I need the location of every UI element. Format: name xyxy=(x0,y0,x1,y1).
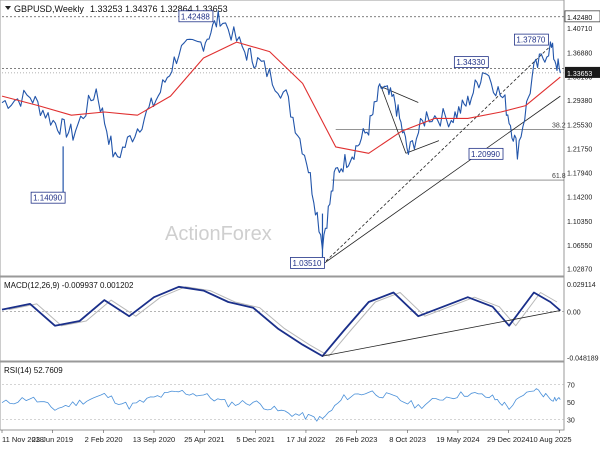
current-price-tag xyxy=(565,66,600,78)
annotation-label: 1.34330 xyxy=(456,58,485,67)
macd-tick-label: 0.029114 xyxy=(567,282,596,289)
triangle-left-line xyxy=(380,86,407,154)
x-axis-label: 26 Feb 2023 xyxy=(335,435,377,444)
macd-tick-label: -0.048189 xyxy=(567,355,599,362)
triangle-upper-line xyxy=(380,86,419,103)
price-tick-label: 1.29380 xyxy=(567,98,592,105)
macd-line xyxy=(1,285,561,358)
rsi-line xyxy=(1,388,561,422)
x-axis-label: 10 Aug 2025 xyxy=(529,435,571,444)
x-axis-label: 17 Jul 2022 xyxy=(287,435,326,444)
rsi-panel-frame xyxy=(0,361,565,431)
price-tick-label: 1.33100 xyxy=(567,74,592,81)
annotation-box xyxy=(468,147,504,160)
x-axis-label: 23 Jun 2019 xyxy=(32,435,73,444)
price-tick-label: 1.02870 xyxy=(567,266,592,273)
x-axis-label: 2 Feb 2020 xyxy=(85,435,123,444)
macd-panel xyxy=(1,285,564,358)
x-axis-label: 19 May 2024 xyxy=(436,435,479,444)
price-tick-label: 1.36880 xyxy=(567,50,592,57)
price-tick-label: 1.06550 xyxy=(567,243,592,250)
macd-signal-line xyxy=(8,286,558,357)
x-axis-label: 11 Nov 2018 xyxy=(2,435,44,444)
annotation-box xyxy=(453,56,489,69)
price-panel-frame xyxy=(0,0,565,277)
rsi-tick-label: 30 xyxy=(567,417,575,424)
annotation-label: 1.03510 xyxy=(292,259,321,268)
annotation-box xyxy=(290,257,325,269)
price-tick-label: 1.10350 xyxy=(567,219,592,226)
price-tick-label: 1.25530 xyxy=(567,123,592,130)
level-label: 38.2 xyxy=(552,123,566,130)
macd-title: MACD(12,26,9) -0.009937 0.001202 xyxy=(4,281,134,290)
current-price-label: 1.33653 xyxy=(567,71,592,78)
x-axis-label: 8 Oct 2023 xyxy=(389,435,426,444)
trendline-support xyxy=(322,95,561,265)
watermark: ActionForex xyxy=(165,223,272,245)
trendline-channel xyxy=(322,45,551,265)
annotation-label: 1.14090 xyxy=(33,194,62,203)
moving-average-line xyxy=(1,41,561,154)
rsi-title: RSI(14) 52.7609 xyxy=(4,366,63,375)
price-tick-label: 1.40710 xyxy=(567,26,592,33)
rsi-tick-label: 50 xyxy=(567,400,575,407)
macd-panel-frame xyxy=(0,276,565,362)
dropdown-triangle-icon xyxy=(5,6,11,10)
x-axis: 1.40710 1.36880 1.33100 1.29380 1.25530 1.217… xyxy=(1,10,600,444)
price-tick-label: 1.14200 xyxy=(567,194,592,201)
price-tick-label: 1.21750 xyxy=(567,147,592,154)
x-axis-label: 25 Apr 2021 xyxy=(184,435,224,444)
symbol-label: GBPUSD,Weekly xyxy=(14,4,84,14)
annotation-box xyxy=(30,191,66,204)
top-tag-box xyxy=(564,10,600,23)
triangle-lower-line xyxy=(405,140,440,154)
price-tick-label: 1.17940 xyxy=(567,171,592,178)
annotation-label: 1.20990 xyxy=(471,150,500,159)
macd-tick-label: 0.00 xyxy=(567,309,581,316)
annotation-label: 1.42488 xyxy=(181,12,210,21)
macd-trendline xyxy=(322,310,561,357)
price-panel: 38.2 61.8 1.42488 1.14090 1.03510 1.34330 1.20… xyxy=(1,10,566,269)
x-axis-label: 29 Dec 2024 xyxy=(487,435,530,444)
rsi-tick-label: 70 xyxy=(567,383,575,390)
top-tag-label: 1.42480 xyxy=(567,15,592,22)
x-axis-label: 13 Sep 2020 xyxy=(133,435,176,444)
annotation-box xyxy=(178,10,214,23)
rsi-panel xyxy=(1,384,564,422)
annotation-box xyxy=(514,33,549,46)
ohlc-label: 1.33253 1.34376 1.32864 1.33653 xyxy=(90,4,228,14)
level-label: 61.8 xyxy=(552,173,566,180)
annotation-label: 1.37870 xyxy=(516,36,545,45)
x-axis-label: 5 Dec 2021 xyxy=(236,435,274,444)
